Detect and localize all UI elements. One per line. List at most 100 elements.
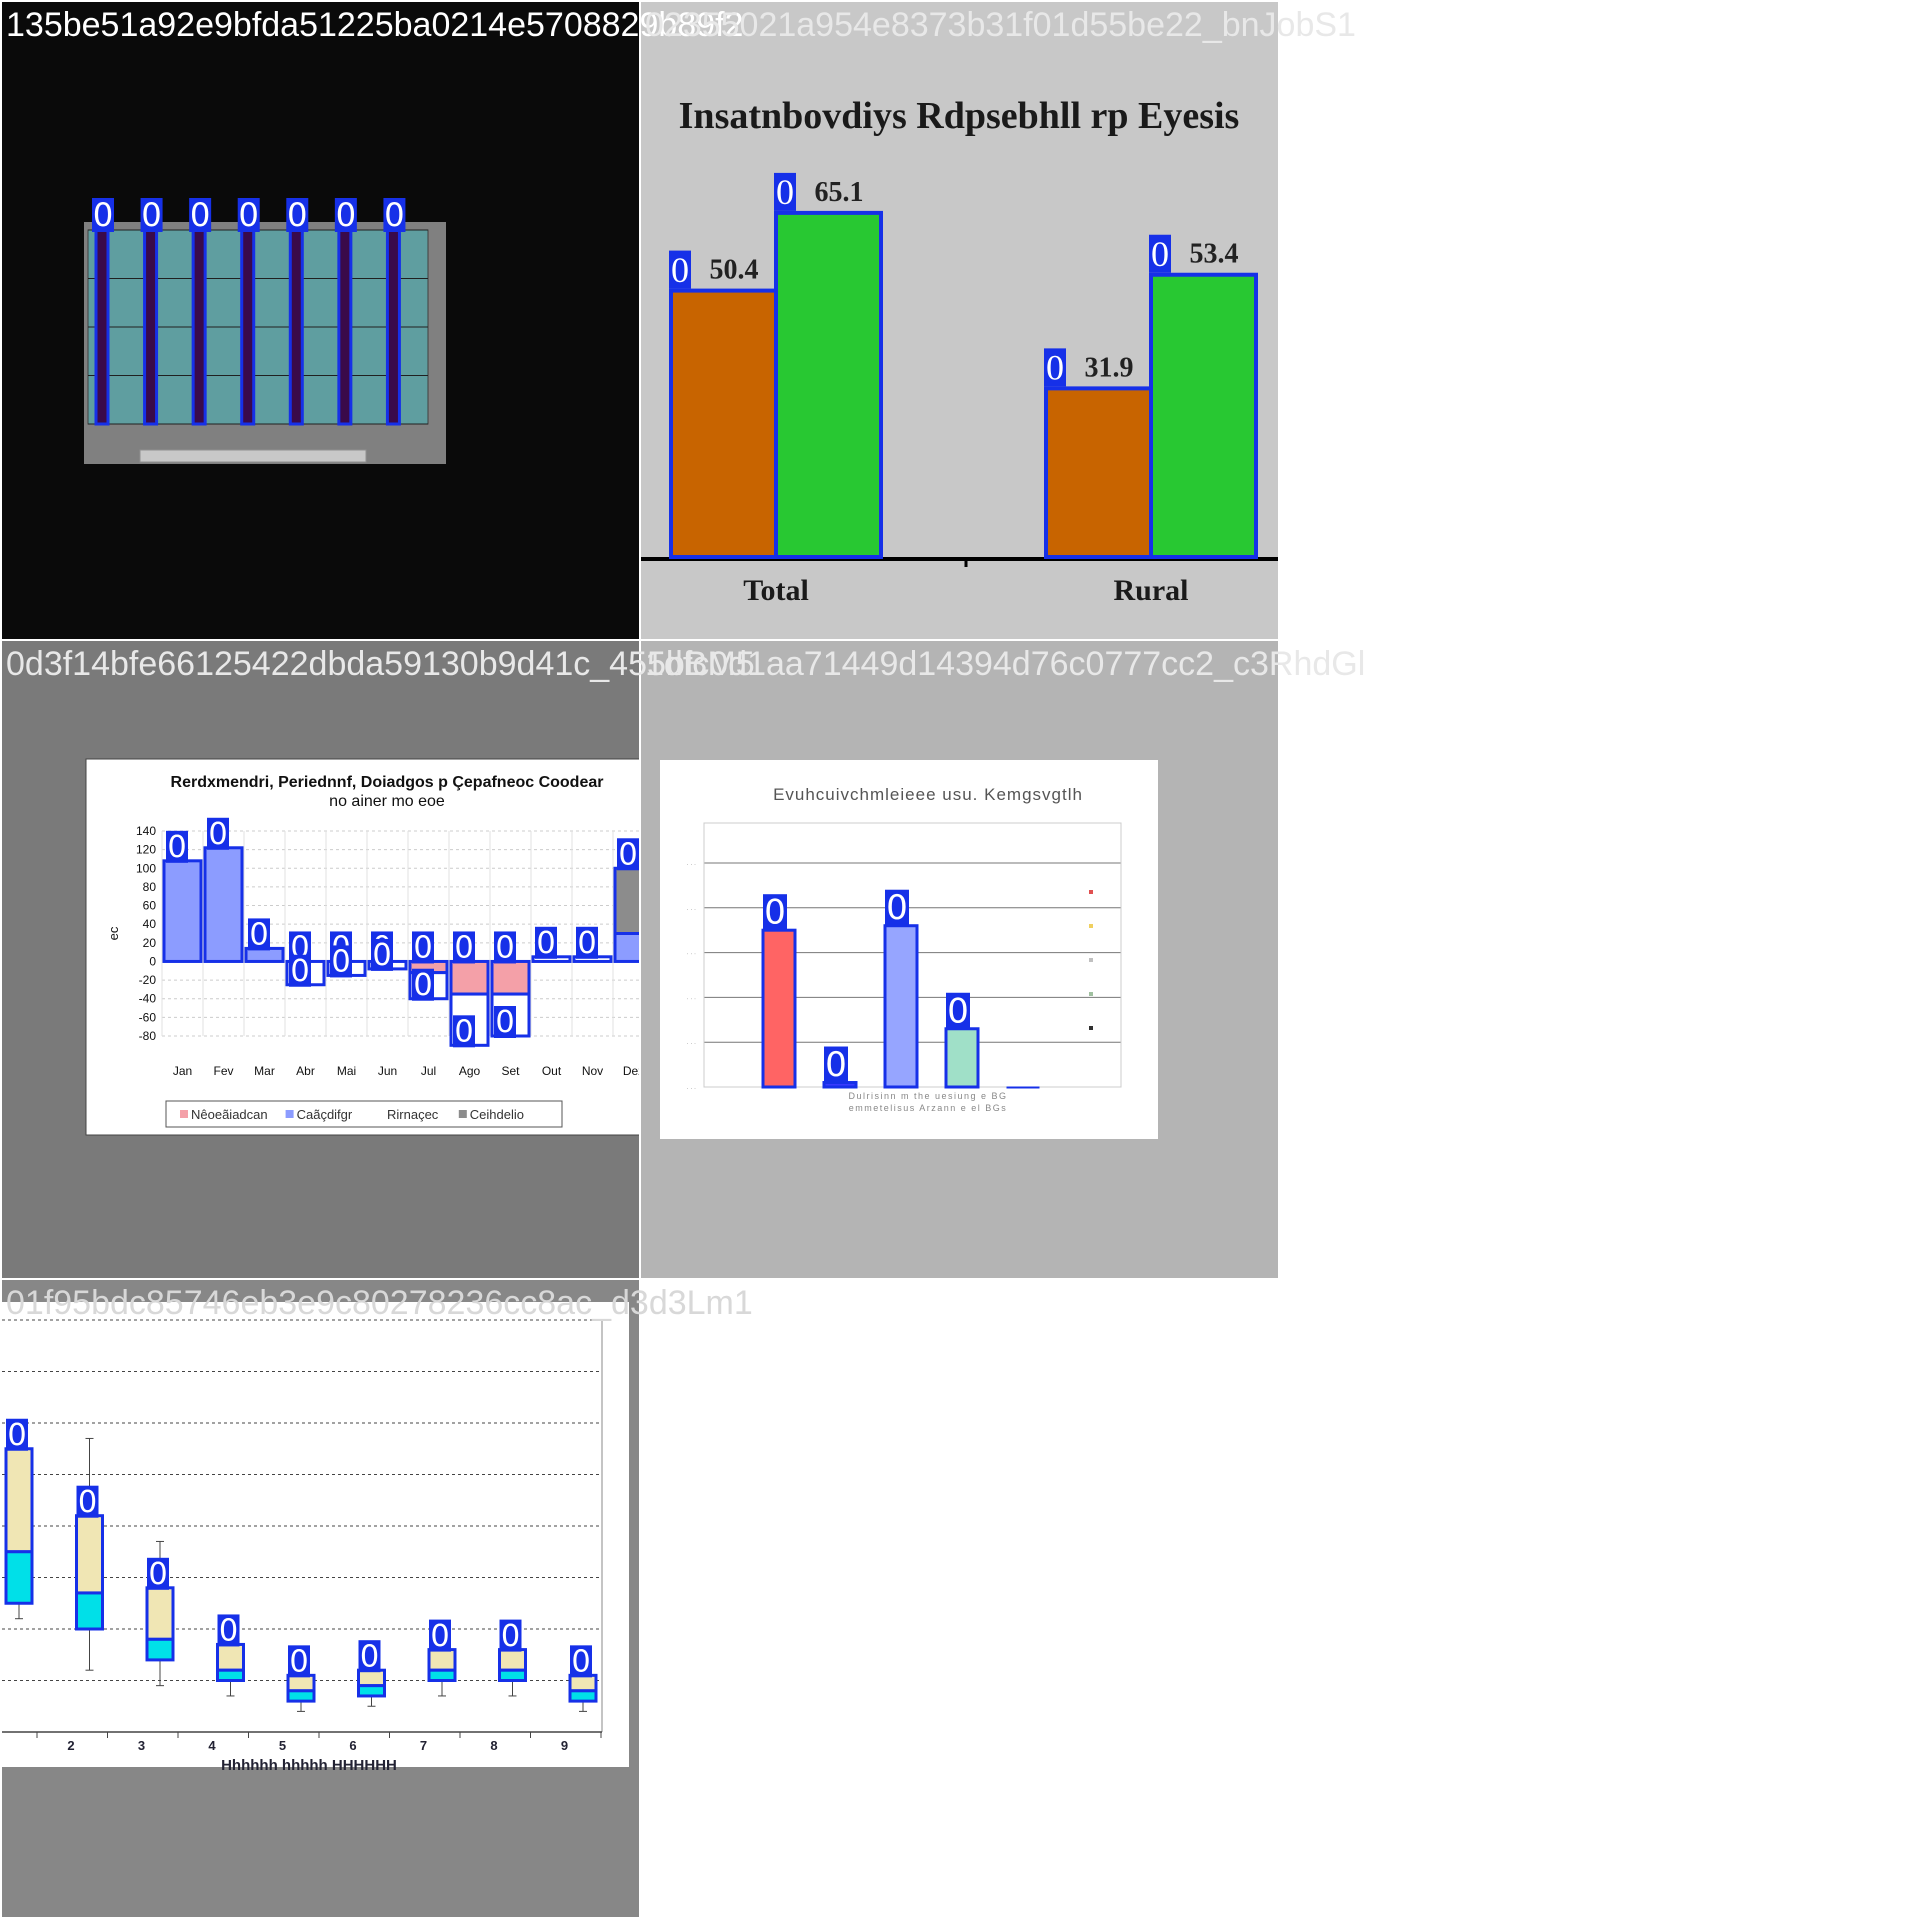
chart-subtitle: no ainer mo eoe [329,793,445,810]
annotation-badge: 0 [886,888,908,928]
annotation-badge-bg [535,926,557,959]
legend-swatch [1089,992,1093,996]
annotation-badge-bg [494,931,516,964]
x-tick-label: 2 [67,1738,74,1753]
chart-4: Evuhcuivchmleieee usu. Kemgsvgtlh · · · · … [660,760,1158,1139]
annotation-badge: 0 [360,1639,379,1674]
data-label-bg [334,198,357,232]
annotation-badge-bg [885,889,909,926]
box-upper [145,1586,175,1641]
annotation-badge: 0 [577,926,596,961]
data-label-bg [237,198,260,232]
bar [761,928,797,1089]
y-axis-label: ec [106,926,121,940]
legend-label: Caãçdifgr [297,1107,353,1122]
bar [94,228,110,426]
annotation-badge: 0 [289,1645,308,1680]
x-tick-label: 3 [138,1738,145,1753]
box-upper [216,1642,245,1672]
box-lower [498,1668,527,1683]
x-tick-label: Dez [623,1064,639,1078]
annotation-badge: 0 [454,931,473,966]
annotation-badge-bg [429,1619,451,1652]
y-tick-label: · · · [687,1086,696,1092]
annotation-badge-bg [1149,234,1171,273]
x-axis-label: Dulrisinn m the uesiung e BG [848,1091,1007,1101]
annotation-badge-bg [946,992,970,1029]
bar [240,228,256,426]
annotation-badge: 0 [454,1015,473,1050]
annotation-badge-bg [412,968,434,1001]
y-tick-label: 20 [143,936,157,950]
annotation-badge-bg [207,817,229,850]
data-label-bg [286,198,309,232]
legend-swatch [285,1110,294,1118]
annotation-badge-bg [248,918,270,951]
annotation-badge-bg [570,1645,592,1678]
annotation-badge: 0 [1151,234,1169,274]
annotation-badge-bg [824,1046,848,1083]
annotation-badge: 0 [249,918,268,953]
legend-box [165,1100,563,1128]
data-label: 0 [141,196,162,234]
annotation-badge-bg [453,1015,475,1048]
y-tick-label: · · · [687,952,696,958]
annotation-badge-bg [147,1557,169,1590]
bar [1149,272,1258,559]
bar [288,228,304,426]
x-tick-label: Rural [1114,574,1189,607]
tile-3: Rerdxmendri, Periednnf, Doiadgos p Çepaf… [2,641,639,1278]
legend-label: Nêoeãiadcan [191,1107,268,1122]
x-tick-label: Mai [337,1064,356,1078]
bar [944,1027,980,1089]
x-axis-label: emmetelisus Arzann e el BGs [849,1103,1008,1113]
bar [774,210,883,559]
annotation-badge-bg [76,1485,99,1518]
annotation-badge: 0 [413,931,432,966]
data-label: 0 [384,196,405,234]
bar [162,859,203,963]
annotation-badge: 0 [148,1557,167,1592]
annotation-badge: 0 [825,1045,847,1085]
bar [669,288,778,559]
data-label-bg [92,198,114,232]
box-lower [216,1668,245,1683]
annotation-badge: 0 [671,250,689,290]
x-tick-label: Jun [378,1064,397,1078]
x-tick-label: Nov [582,1064,603,1078]
annotation-badge-bg [330,945,352,978]
annotation-badge-bg [358,1640,381,1673]
box-lower [145,1637,175,1662]
x-tick-label: 5 [279,1738,286,1753]
chart-title: Evuhcuivchmleieee usu. Kemgsvgtlh [773,785,1083,804]
data-label: 0 [238,196,259,234]
legend-swatch [180,1110,188,1118]
annotation-badge-bg [669,250,691,289]
data-label-bg [383,198,406,232]
data-label-bg [189,198,212,232]
y-tick-label: · · · [687,862,696,868]
annotation-badge-bg [6,1418,28,1451]
annotation-badge: 0 [947,991,969,1031]
bar [337,228,353,426]
data-label: 53.4 [1190,239,1239,270]
data-label: 31.9 [1085,352,1134,383]
annotation-badge-bg [499,1619,522,1652]
chart-title: Insatnbovdiys Rdpsebhll rp Eyesis [679,95,1240,137]
y-tick-label: · · · [687,996,696,1002]
box-lower [357,1684,386,1698]
legend-swatch [376,1110,384,1118]
y-tick-label: 40 [143,917,157,931]
annotation-badge: 0 [430,1619,449,1654]
bar [191,228,207,426]
tile-5: 0 2 0 3 0 4 0 5 0 6 0 7 0 8 0 9 0 Hhhhhh hhhhh HHHHHH [2,1280,639,1917]
data-label: 0 [336,196,357,234]
x-tick-label: Fev [213,1064,233,1078]
x-tick-label: Mar [254,1064,275,1078]
y-tick-label: -60 [139,1010,157,1024]
annotation-badge: 0 [78,1485,97,1520]
x-tick-label: Out [542,1064,562,1078]
bar [449,959,490,996]
annotation-badge-bg [763,894,787,931]
